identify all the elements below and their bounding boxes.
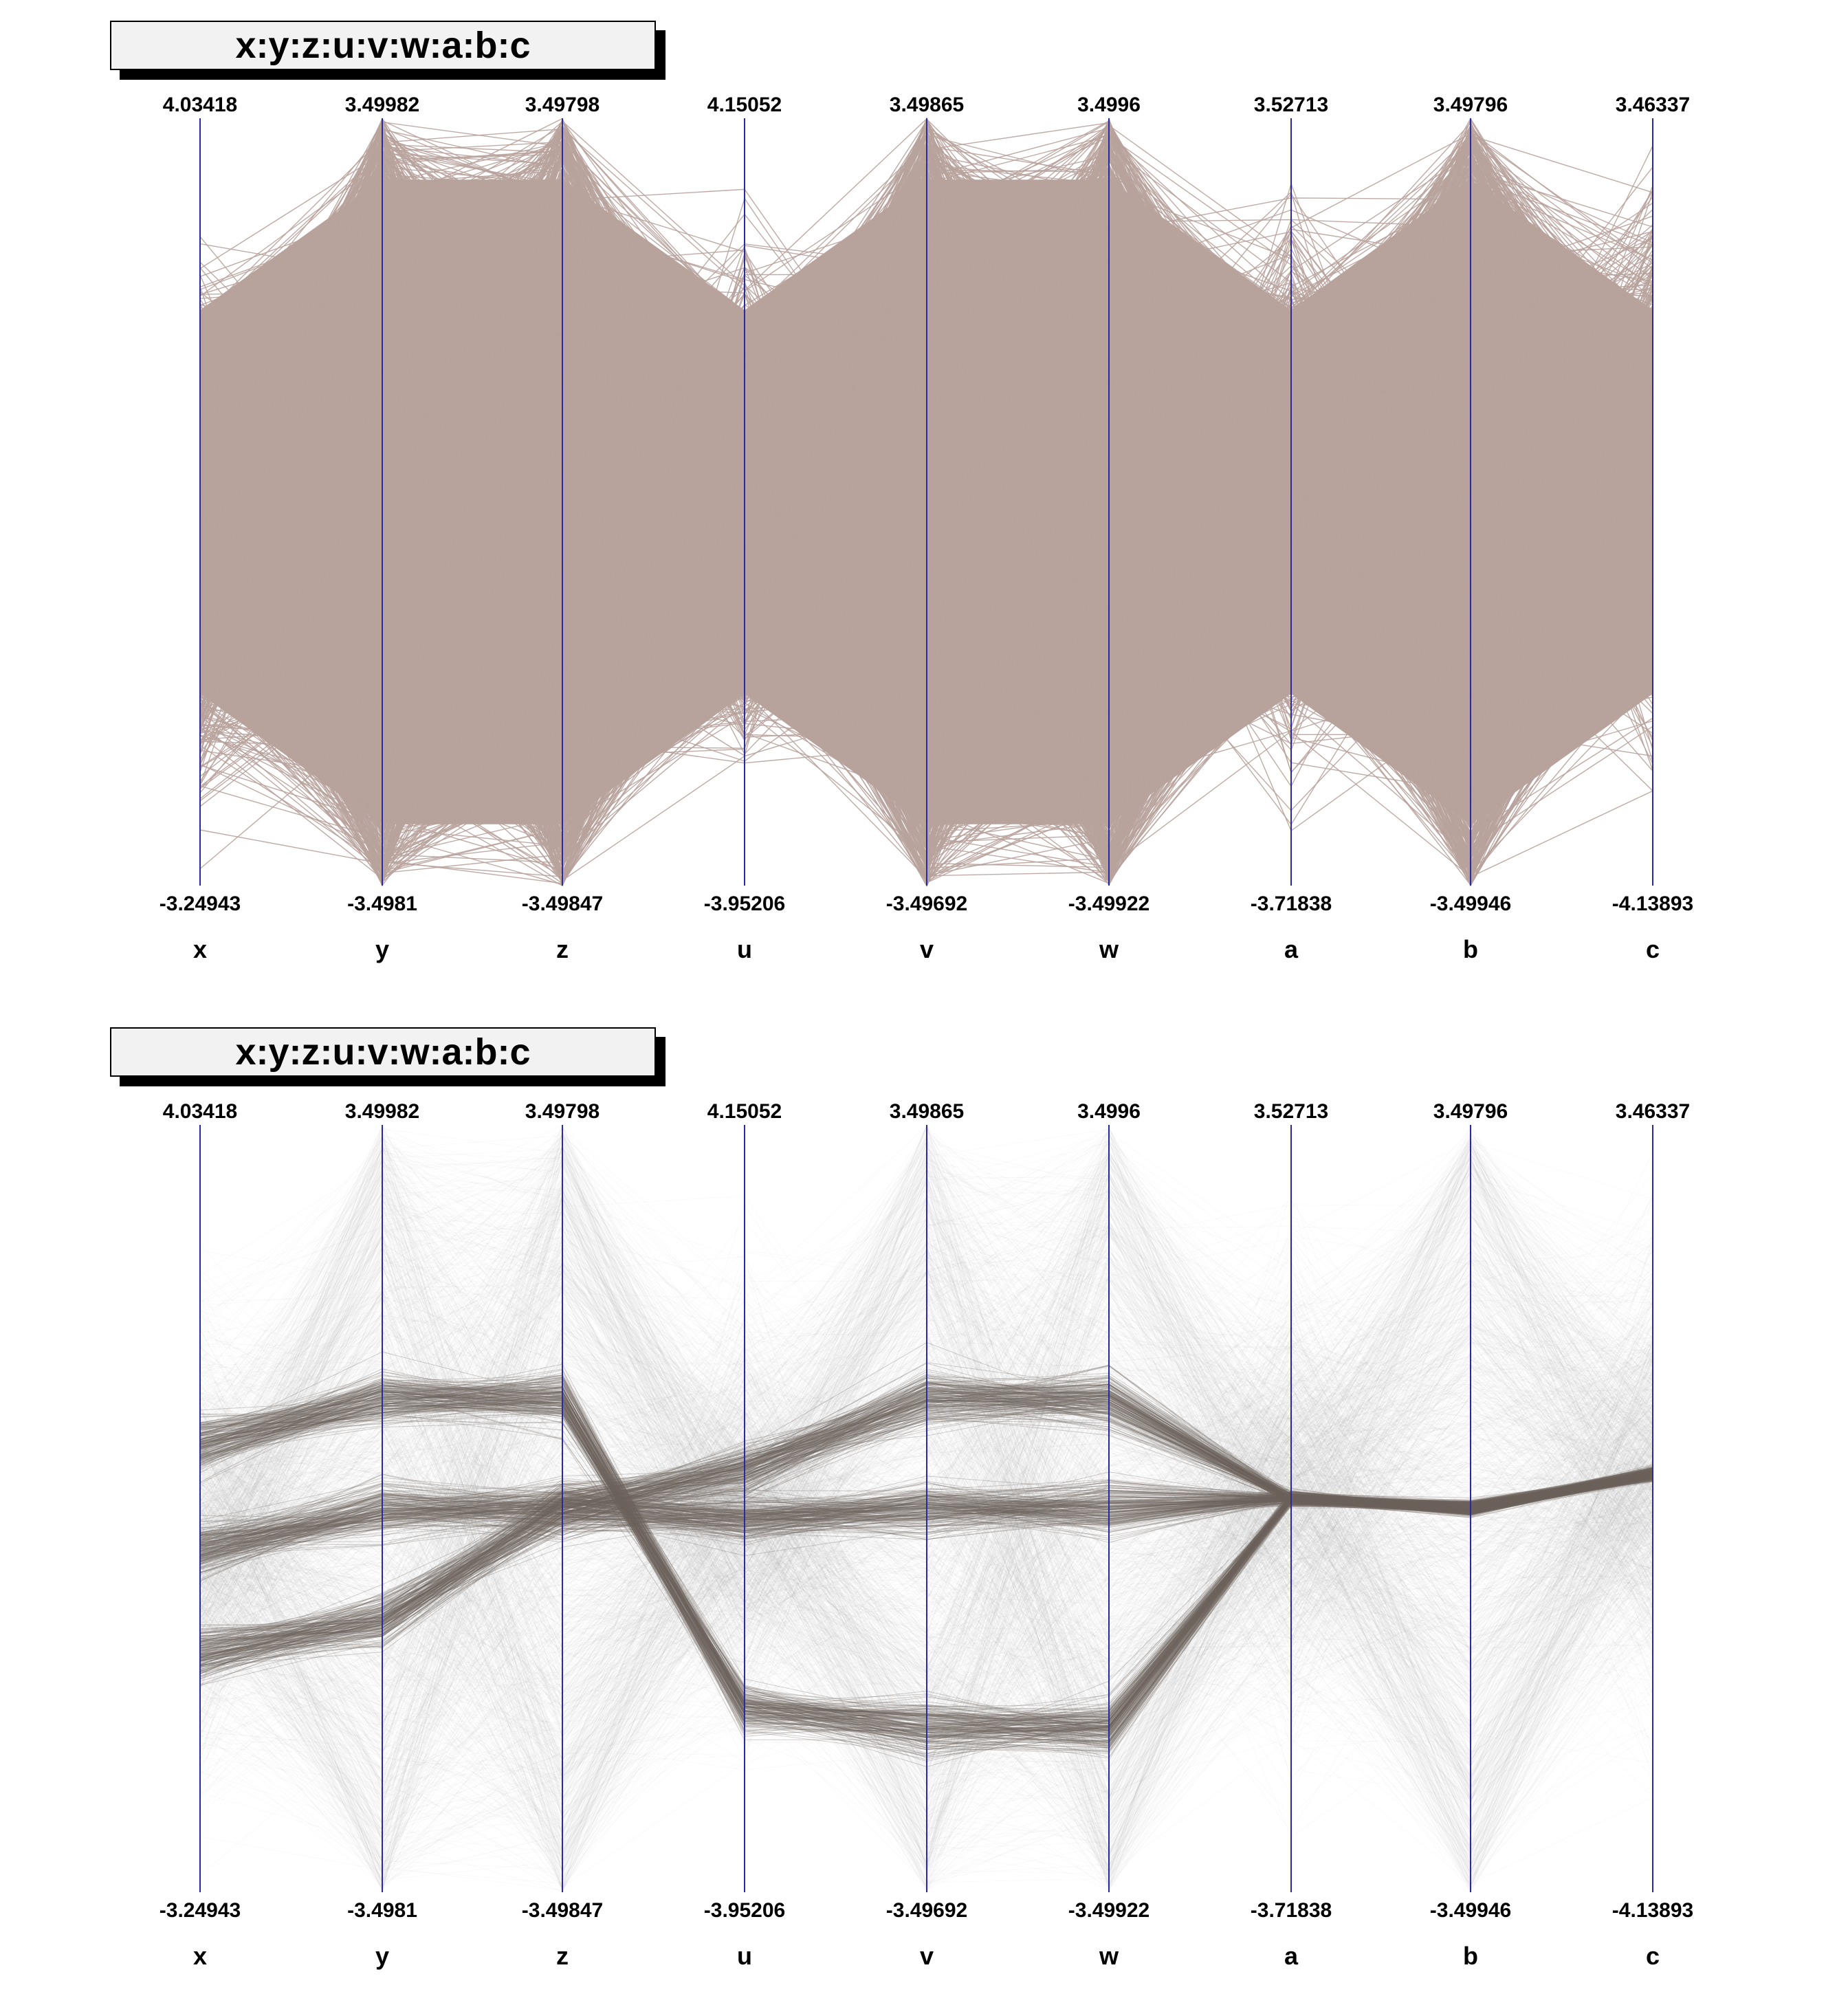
axis-min-label: -3.49922 — [1068, 892, 1150, 915]
axis-name-label: z — [556, 1942, 569, 1970]
axis-max-label: 3.49798 — [525, 1100, 600, 1123]
axis-min-label: -3.24943 — [159, 1899, 241, 1922]
chart-title: x:y:z:u:v:w:a:b:c — [110, 21, 656, 70]
axis-min-label: -3.24943 — [159, 892, 241, 915]
axis-min-label: -3.4981 — [347, 892, 417, 915]
axis-name-label: x — [192, 935, 208, 963]
axis-max-label: 4.03418 — [162, 94, 238, 116]
axis-max-label: 3.52713 — [1253, 94, 1329, 116]
axis-name-label: z — [556, 935, 569, 963]
axis-name-label: a — [1284, 935, 1299, 963]
axis-max-label: 3.49865 — [889, 94, 965, 116]
panel-top: x:y:z:u:v:w:a:b:c 4.03418 -3.24943 x 3.4998… — [0, 0, 1848, 1002]
axis-name-label: b — [1463, 1942, 1478, 1970]
axis-name-label: w — [1099, 1942, 1119, 1970]
axis-name-label: v — [919, 935, 934, 963]
axis-min-label: -3.71838 — [1250, 1899, 1332, 1922]
parallel-plot-bottom — [199, 1124, 1653, 1894]
axis-min-label: -4.13893 — [1612, 892, 1694, 915]
axis-name-label: y — [375, 1942, 390, 1970]
axis-min-label: -3.4981 — [347, 1899, 417, 1922]
axis-min-label: -4.13893 — [1612, 1899, 1694, 1922]
axis-min-label: -3.49922 — [1068, 1899, 1150, 1922]
axis-name-label: y — [375, 935, 390, 963]
axis-min-label: -3.49847 — [521, 1899, 604, 1922]
axis-max-label: 3.49796 — [1433, 94, 1508, 116]
axis-max-label: 4.15052 — [707, 94, 782, 116]
axis-name-label: u — [737, 1942, 752, 1970]
axis-name-label: c — [1645, 935, 1660, 963]
axis-min-label: -3.49692 — [886, 1899, 968, 1922]
data-line — [199, 423, 1653, 887]
axis-max-label: 3.49796 — [1433, 1100, 1508, 1123]
axis-min-label: -3.49946 — [1429, 892, 1512, 915]
axis-max-label: 3.49982 — [344, 94, 420, 116]
axis-max-label: 3.4996 — [1077, 94, 1141, 116]
axis-name-label: u — [737, 935, 752, 963]
axis-name-label: x — [192, 1942, 208, 1970]
axis-min-label: -3.95206 — [703, 1899, 786, 1922]
axis-max-label: 3.49798 — [525, 94, 600, 116]
axis-max-label: 4.15052 — [707, 1100, 782, 1123]
parallel-plot-top — [199, 116, 1653, 888]
axis-max-label: 4.03418 — [162, 1100, 238, 1123]
data-line — [199, 1430, 1653, 1894]
data-line — [199, 1199, 1653, 1894]
axis-max-label: 3.46337 — [1615, 1100, 1691, 1123]
axis-min-label: -3.95206 — [703, 892, 786, 915]
axis-name-label: c — [1645, 1942, 1660, 1970]
axis-max-label: 3.52713 — [1253, 1100, 1329, 1123]
axis-max-label: 3.4996 — [1077, 1100, 1141, 1123]
axis-max-label: 3.49865 — [889, 1100, 965, 1123]
axis-name-label: b — [1463, 935, 1478, 963]
axis-min-label: -3.49847 — [521, 892, 604, 915]
axis-name-label: w — [1099, 935, 1119, 963]
axis-min-label: -3.49692 — [886, 892, 968, 915]
axis-min-label: -3.49946 — [1429, 1899, 1512, 1922]
axis-max-label: 3.46337 — [1615, 94, 1691, 116]
chart-title: x:y:z:u:v:w:a:b:c — [110, 1027, 656, 1077]
axis-min-label: -3.71838 — [1250, 892, 1332, 915]
axis-max-label: 3.49982 — [344, 1100, 420, 1123]
axis-name-label: v — [919, 1942, 934, 1970]
axis-name-label: a — [1284, 1942, 1299, 1970]
panel-bottom: x:y:z:u:v:w:a:b:c 4.03418 -3.24943 x 3.4998… — [0, 1007, 1848, 2005]
